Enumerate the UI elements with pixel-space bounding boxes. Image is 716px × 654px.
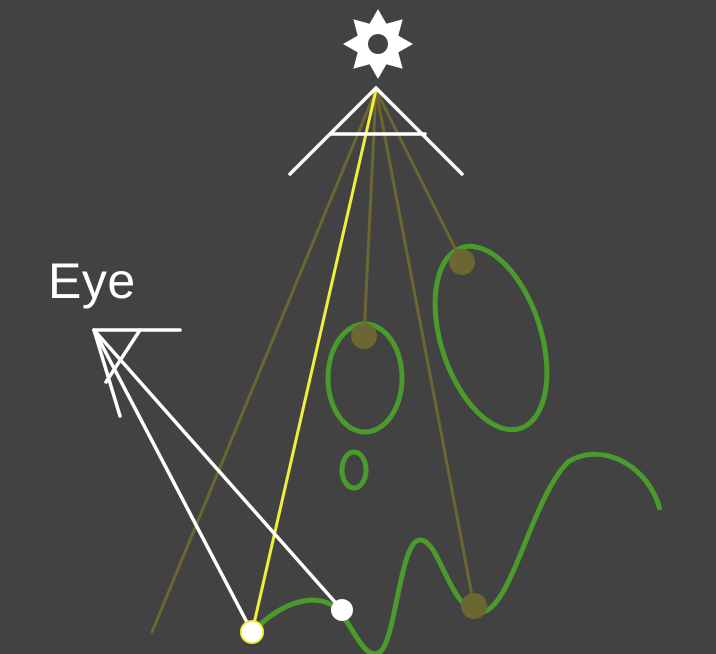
scene-objects (250, 243, 663, 654)
ellipse-right (432, 243, 550, 433)
lit-point (331, 599, 353, 621)
occluded-point (449, 249, 475, 275)
primary-rays (92, 328, 344, 634)
light-frustum (288, 86, 464, 176)
lit-points (240, 599, 353, 644)
primary-ray-2 (92, 328, 344, 612)
lit-point (240, 620, 264, 644)
occluded-point (351, 323, 377, 349)
ground-curve (250, 451, 663, 654)
shadow-ray-blocked-3 (374, 88, 476, 608)
occluded-point (461, 593, 487, 619)
sun-icon (343, 9, 413, 79)
ellipse-small (339, 449, 369, 491)
camera-frustum-icon (92, 328, 182, 418)
primary-ray-1 (92, 328, 254, 634)
eye-label: Eye (48, 253, 136, 309)
shadow-ray-lit (251, 88, 378, 630)
shadow-ray-blocked-far (150, 88, 378, 634)
sun-core (368, 34, 388, 54)
shadow-rays (150, 88, 476, 634)
shadow-ray-blocked-2 (374, 88, 464, 264)
occluded-points (351, 249, 487, 619)
shadow-ray-blocked-1 (362, 88, 378, 338)
